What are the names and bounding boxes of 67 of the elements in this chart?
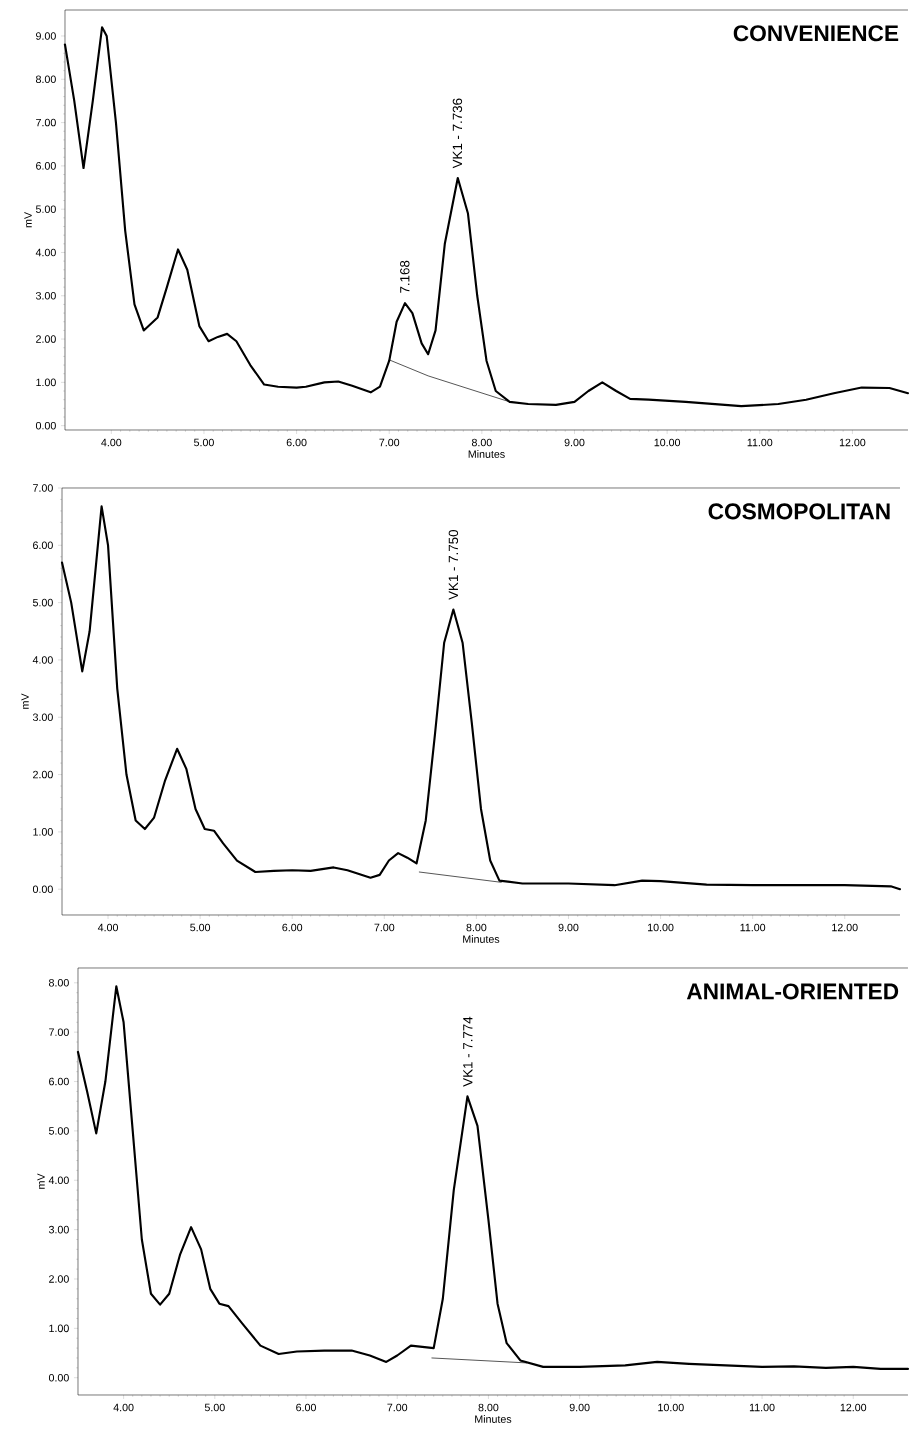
y-axis-title: mV (21, 693, 29, 709)
text: ANIMAL-ORIENTED (686, 983, 899, 1000)
x-tick-label: 6.00 (282, 923, 303, 932)
x-tick-label: 4.00 (101, 438, 122, 447)
x-tick-label: 4.00 (97, 923, 118, 932)
y-tick-label: 6.00 (49, 1077, 69, 1086)
x-tick-label: 10.00 (654, 438, 681, 447)
y-tick-label: 3.00 (48, 1225, 69, 1234)
x-tick-label: 4.00 (113, 1403, 134, 1412)
y-tick-label: 9.00 (36, 32, 56, 40)
y-tick-label: 3.00 (35, 292, 56, 300)
x-tick-label: 10.00 (648, 923, 674, 932)
x-tick-label: 6.00 (286, 438, 307, 447)
y-axis-title: mV (37, 1173, 45, 1189)
x-tick-label: 11.00 (747, 438, 773, 447)
y-tick-label: 5.00 (32, 598, 53, 607)
x-axis-title: Minutes (468, 450, 505, 458)
x-tick-label: 8.00 (478, 1403, 499, 1412)
y-tick-label: 2.00 (49, 1275, 69, 1283)
y-tick-label: 4.00 (32, 656, 53, 664)
y-tick-label: 2.00 (36, 335, 56, 343)
y-tick-label: 8.00 (35, 75, 56, 84)
x-tick-label: 12.00 (839, 438, 866, 447)
x-tick-label: 11.00 (749, 1403, 775, 1412)
y-tick-label: 6.00 (36, 162, 56, 170)
x-tick-label: 9.00 (558, 923, 579, 932)
x-tick-label: 9.00 (569, 1403, 590, 1412)
y-tick-label: 0.00 (48, 1373, 69, 1382)
x-axis-title: Minutes (475, 1415, 512, 1423)
x-tick-label: 8.00 (466, 923, 487, 932)
annotation: VK1 - 7.736 (452, 98, 463, 169)
annotation: VK1 - 7.750 (448, 530, 459, 600)
x-tick-label: 5.00 (204, 1403, 225, 1412)
y-tick-label: 0.00 (32, 885, 53, 893)
y-tick-label: 7.00 (33, 484, 53, 492)
x-tick-label: 5.00 (190, 923, 211, 932)
x-tick-label: 9.00 (564, 438, 585, 447)
y-tick-label: 8.00 (48, 979, 69, 987)
x-tick-label: 12.00 (832, 923, 858, 932)
y-axis-title: mV (24, 212, 32, 228)
x-tick-label: 7.00 (374, 923, 395, 932)
annotation: 7.168 (400, 260, 410, 293)
x-tick-label: 5.00 (193, 438, 214, 447)
y-tick-label: 1.00 (49, 1324, 69, 1333)
x-tick-label: 7.00 (387, 1403, 408, 1412)
x-tick-label: 8.00 (471, 438, 492, 447)
y-tick-label: 5.00 (48, 1127, 69, 1135)
y-tick-label: 2.00 (33, 770, 53, 779)
y-tick-label: 5.00 (35, 205, 56, 213)
x-tick-label: 6.00 (296, 1403, 316, 1412)
x-tick-label: 10.00 (658, 1403, 684, 1412)
text: COSMOPOLITAN (708, 503, 890, 520)
x-axis-title: Minutes (463, 935, 500, 943)
x-tick-label: 11.00 (740, 923, 766, 932)
y-tick-label: 7.00 (49, 1028, 69, 1036)
y-tick-label: 7.00 (36, 118, 56, 127)
annotation: VK1 - 7.774 (463, 1016, 473, 1087)
x-tick-label: 12.00 (840, 1403, 867, 1412)
y-tick-label: 4.00 (35, 248, 56, 257)
x-tick-label: 7.00 (379, 438, 400, 447)
y-tick-label: 6.00 (33, 541, 53, 550)
y-tick-label: 1.00 (33, 828, 53, 836)
y-tick-label: 3.00 (32, 713, 53, 722)
y-tick-label: 4.00 (48, 1176, 69, 1185)
y-tick-label: 1.00 (36, 378, 56, 387)
y-tick-label: 0.00 (35, 421, 56, 430)
text: CONVENIENCE (733, 25, 899, 42)
